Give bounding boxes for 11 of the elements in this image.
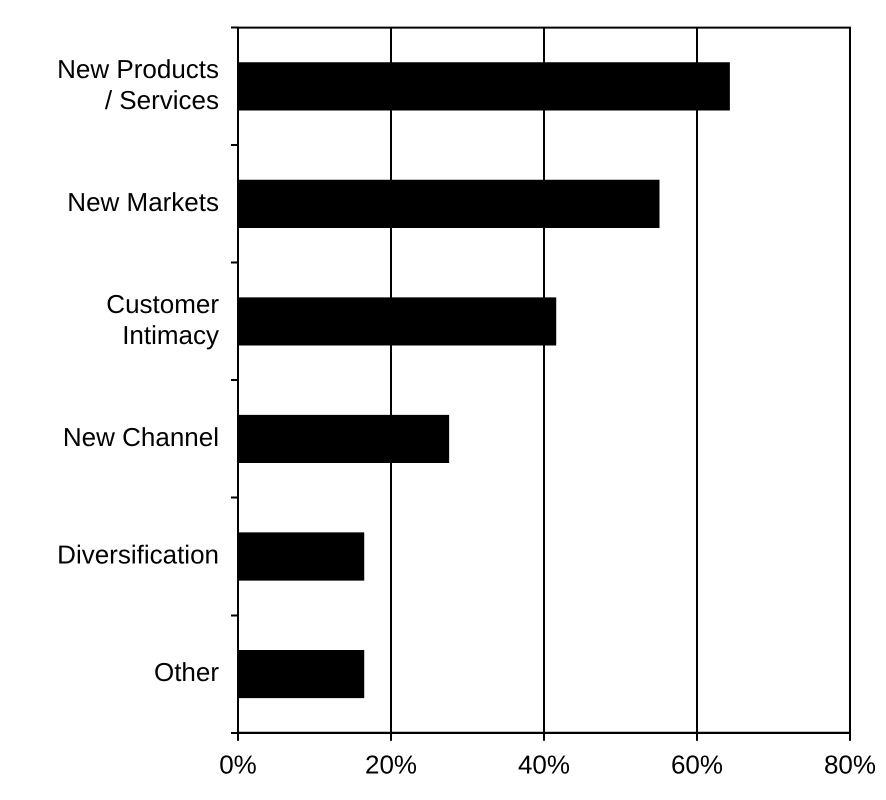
y-tick-label: Customer Intimacy — [106, 289, 220, 350]
y-tick-label: Diversification — [57, 540, 219, 570]
x-tick-label: 80% — [824, 750, 876, 780]
x-tick-label: 40% — [518, 750, 570, 780]
y-tick-label: Other — [154, 657, 220, 688]
y-tick-label: New Channel — [62, 422, 219, 452]
x-tick-label: 60% — [670, 750, 724, 780]
y-tick-label: New Markets — [67, 187, 219, 218]
y-tick-label: New Products / Services — [57, 54, 219, 116]
x-tick-label: 20% — [364, 750, 418, 780]
x-tick-label: 0% — [219, 750, 257, 780]
